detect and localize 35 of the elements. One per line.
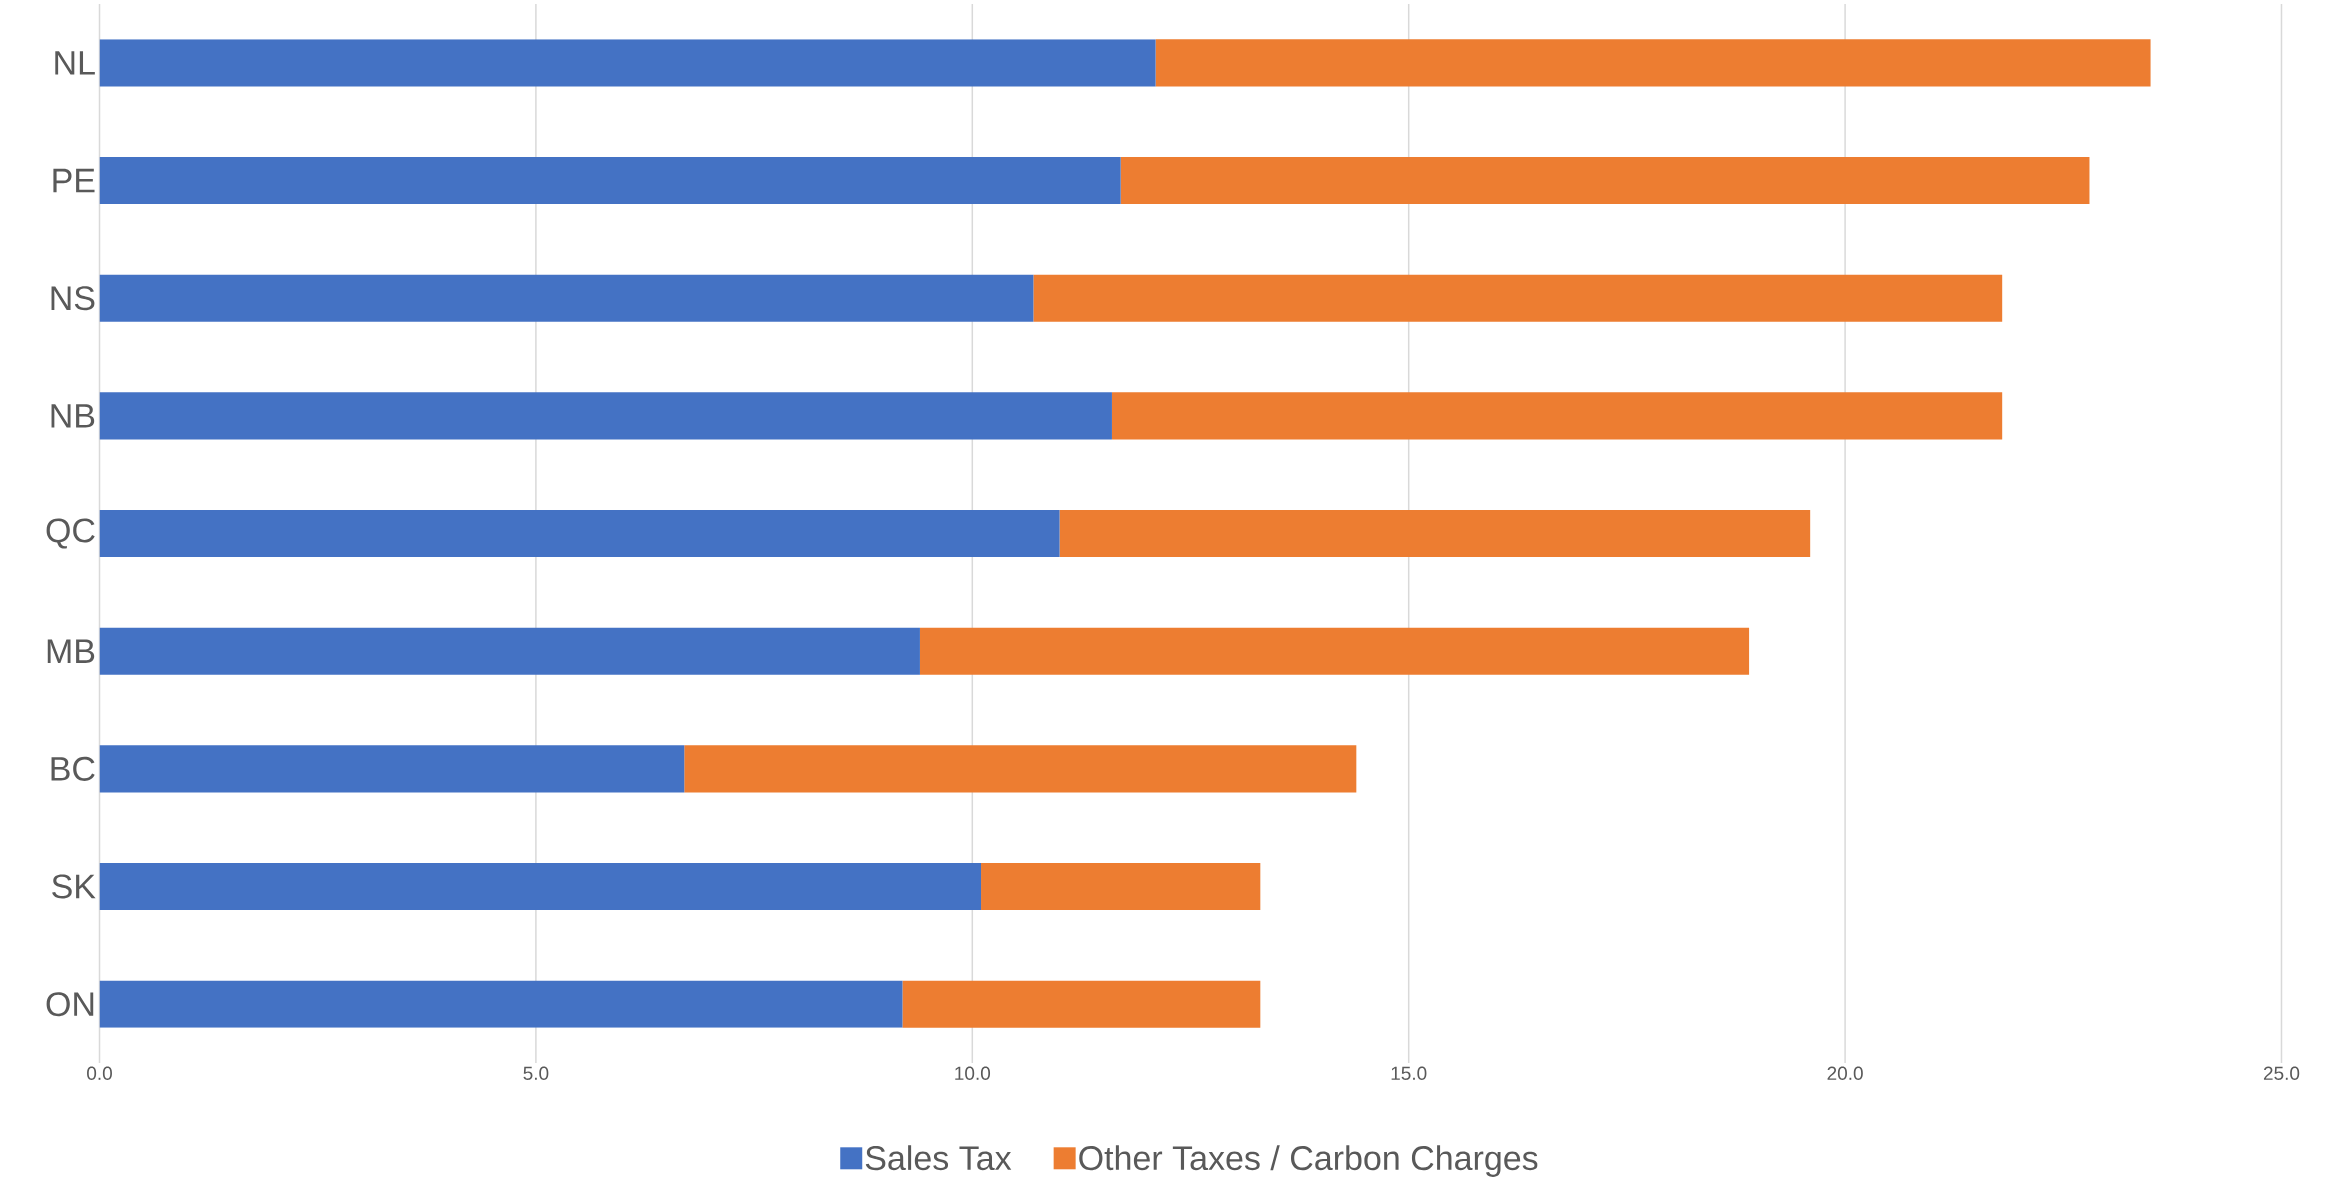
- bar: [1155, 39, 2151, 87]
- x-tick-label: 25.0: [2263, 1066, 2300, 1080]
- x-tick-label: 0.0: [87, 1066, 112, 1080]
- x-tick-label: 15.0: [1391, 1066, 1427, 1080]
- bar: [684, 745, 1357, 793]
- y-tick-label: BC: [51, 756, 95, 781]
- x-tick-label: 5.0: [523, 1066, 549, 1080]
- legend-label: Other Taxes / Carbon Charges: [1079, 1145, 1538, 1177]
- bar: [99, 274, 1034, 322]
- bar: [99, 745, 685, 793]
- y-tick-label: QC: [46, 518, 95, 549]
- bar: [1120, 157, 2090, 205]
- y-tick-label: SK: [52, 874, 96, 899]
- bar: [1111, 392, 2003, 440]
- bar: [99, 862, 982, 911]
- bar: [99, 509, 1060, 558]
- bar: [919, 627, 1750, 675]
- x-tick-label: 10.0: [955, 1066, 991, 1080]
- y-tick-label: NB: [51, 404, 95, 428]
- y-tick-label: NS: [51, 286, 95, 311]
- bar: [99, 627, 920, 675]
- y-tick-label: MB: [47, 639, 95, 663]
- bar: [981, 862, 1261, 911]
- bar: [99, 157, 1121, 205]
- legend-label: Sales Tax: [865, 1145, 1012, 1171]
- bar: [99, 39, 1156, 87]
- bar: [99, 980, 903, 1028]
- y-tick-label: PE: [53, 168, 95, 193]
- bar: [1059, 509, 1811, 558]
- bar: [1033, 274, 2003, 322]
- bar: [902, 980, 1261, 1028]
- bar: [99, 392, 1112, 440]
- x-tick-label: 20.0: [1827, 1066, 1863, 1080]
- y-tick-label: ON: [46, 992, 94, 1017]
- y-tick-label: NL: [55, 51, 95, 75]
